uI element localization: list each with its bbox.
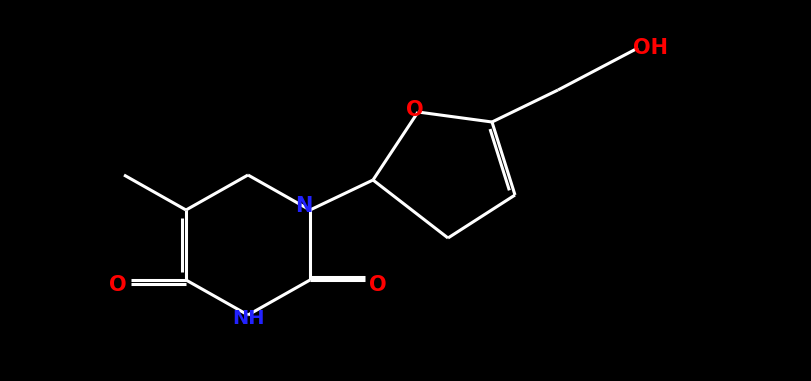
- Text: OH: OH: [633, 38, 667, 58]
- Text: O: O: [406, 100, 424, 120]
- Text: N: N: [295, 196, 313, 216]
- Text: NH: NH: [232, 309, 264, 328]
- Text: O: O: [109, 275, 127, 295]
- Text: O: O: [369, 275, 387, 295]
